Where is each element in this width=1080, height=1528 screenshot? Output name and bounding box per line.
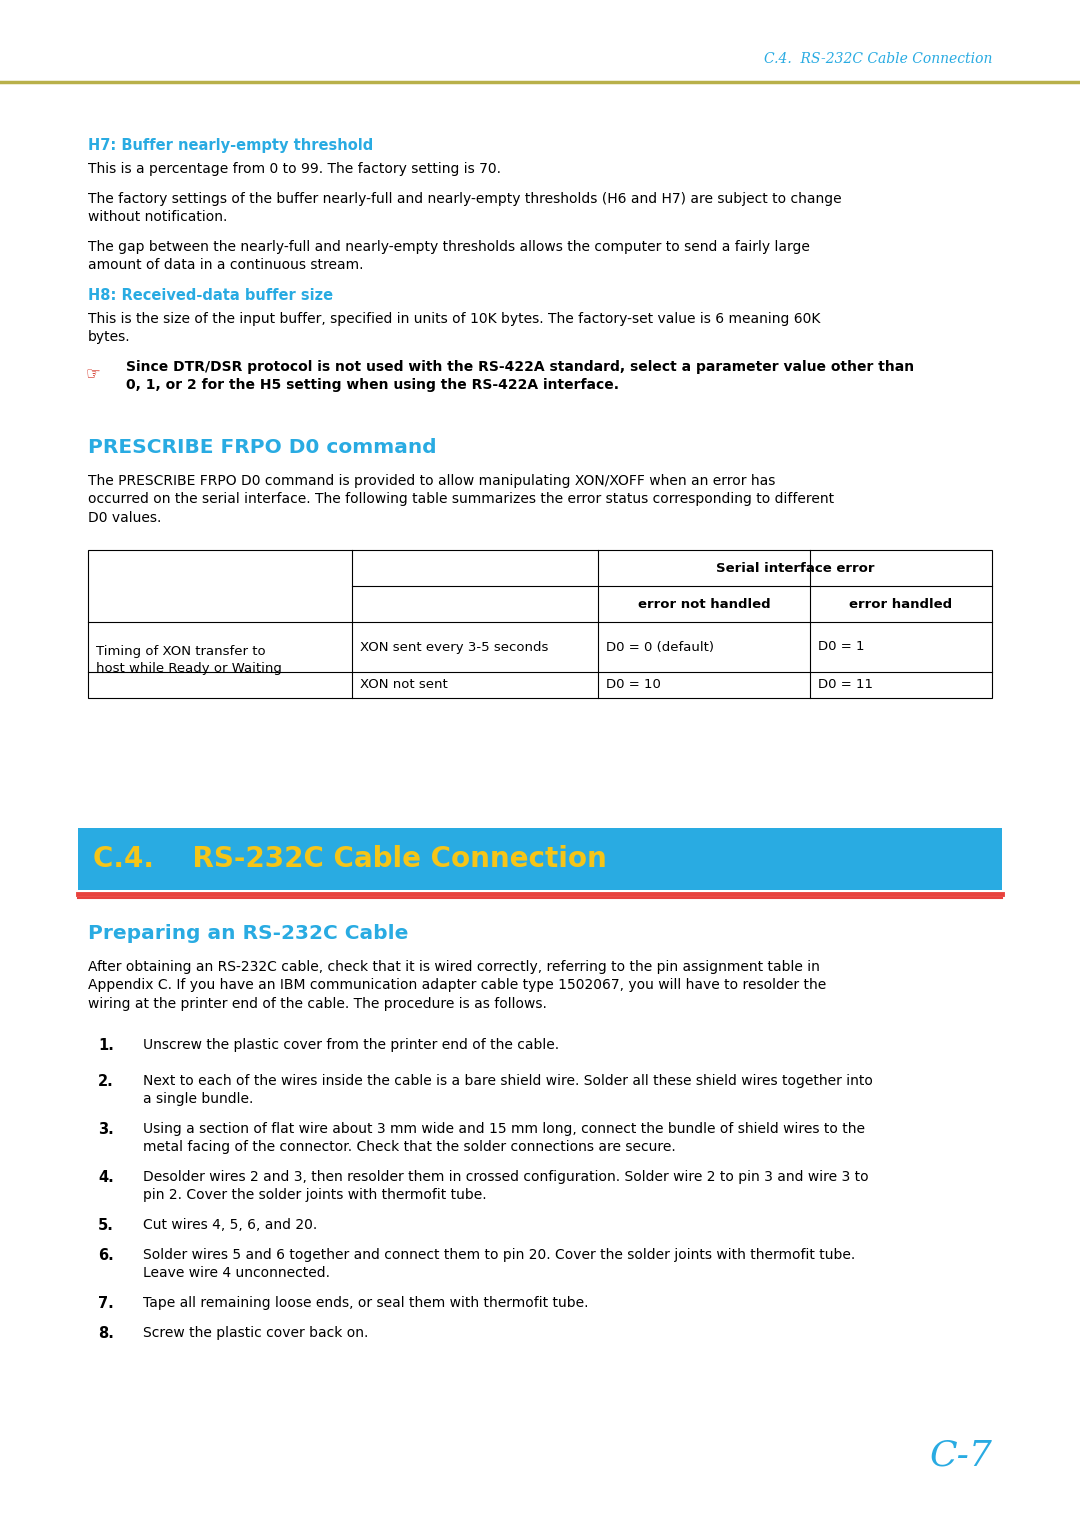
Text: C-7: C-7: [929, 1439, 993, 1473]
Text: D0 = 11: D0 = 11: [818, 678, 873, 692]
Text: D0 = 1: D0 = 1: [818, 640, 864, 654]
Text: C.4.    RS-232C Cable Connection: C.4. RS-232C Cable Connection: [93, 845, 607, 872]
Text: Tape all remaining loose ends, or seal them with thermofit tube.: Tape all remaining loose ends, or seal t…: [143, 1296, 589, 1309]
Text: Since DTR/DSR protocol is not used with the RS-422A standard, select a parameter: Since DTR/DSR protocol is not used with …: [126, 361, 914, 393]
Text: error handled: error handled: [850, 597, 953, 611]
Text: error not handled: error not handled: [637, 597, 770, 611]
Text: 4.: 4.: [98, 1170, 113, 1186]
Text: This is a percentage from 0 to 99. The factory setting is 70.: This is a percentage from 0 to 99. The f…: [87, 162, 501, 176]
Text: Timing of XON transfer to
host while Ready or Waiting: Timing of XON transfer to host while Rea…: [96, 645, 282, 675]
Text: Using a section of flat wire about 3 mm wide and 15 mm long, connect the bundle : Using a section of flat wire about 3 mm …: [143, 1122, 865, 1154]
Text: H8: Received-data buffer size: H8: Received-data buffer size: [87, 287, 333, 303]
Text: ☞: ☞: [86, 365, 100, 384]
Bar: [78, 828, 1002, 889]
Text: XON sent every 3-5 seconds: XON sent every 3-5 seconds: [360, 640, 549, 654]
Text: 6.: 6.: [98, 1248, 113, 1264]
Text: 8.: 8.: [98, 1326, 113, 1342]
Text: The factory settings of the buffer nearly-full and nearly-empty thresholds (H6 a: The factory settings of the buffer nearl…: [87, 193, 841, 225]
Text: D0 = 0 (default): D0 = 0 (default): [606, 640, 714, 654]
Text: H7: Buffer nearly-empty threshold: H7: Buffer nearly-empty threshold: [87, 138, 374, 153]
Text: Next to each of the wires inside the cable is a bare shield wire. Solder all the: Next to each of the wires inside the cab…: [143, 1074, 873, 1106]
Text: Preparing an RS-232C Cable: Preparing an RS-232C Cable: [87, 924, 408, 943]
Text: Screw the plastic cover back on.: Screw the plastic cover back on.: [143, 1326, 368, 1340]
Text: 7.: 7.: [98, 1296, 113, 1311]
Text: The gap between the nearly-full and nearly-empty thresholds allows the computer : The gap between the nearly-full and near…: [87, 240, 810, 272]
Text: Unscrew the plastic cover from the printer end of the cable.: Unscrew the plastic cover from the print…: [143, 1038, 559, 1051]
Text: After obtaining an RS-232C cable, check that it is wired correctly, referring to: After obtaining an RS-232C cable, check …: [87, 960, 826, 1012]
Text: C.4.  RS-232C Cable Connection: C.4. RS-232C Cable Connection: [764, 52, 993, 66]
Text: D0 = 10: D0 = 10: [606, 678, 661, 692]
Text: PRESCRIBE FRPO D0 command: PRESCRIBE FRPO D0 command: [87, 439, 436, 457]
Text: 1.: 1.: [98, 1038, 113, 1053]
Text: Solder wires 5 and 6 together and connect them to pin 20. Cover the solder joint: Solder wires 5 and 6 together and connec…: [143, 1248, 855, 1280]
Text: 5.: 5.: [98, 1218, 113, 1233]
Text: The PRESCRIBE FRPO D0 command is provided to allow manipulating XON/XOFF when an: The PRESCRIBE FRPO D0 command is provide…: [87, 474, 834, 524]
Text: Cut wires 4, 5, 6, and 20.: Cut wires 4, 5, 6, and 20.: [143, 1218, 318, 1232]
Text: XON not sent: XON not sent: [360, 678, 448, 692]
Text: Desolder wires 2 and 3, then resolder them in crossed configuration. Solder wire: Desolder wires 2 and 3, then resolder th…: [143, 1170, 868, 1203]
Text: This is the size of the input buffer, specified in units of 10K bytes. The facto: This is the size of the input buffer, sp…: [87, 312, 821, 344]
Text: 3.: 3.: [98, 1122, 113, 1137]
Text: Serial interface error: Serial interface error: [716, 561, 874, 575]
Bar: [87, 550, 993, 698]
Text: 2.: 2.: [98, 1074, 113, 1089]
